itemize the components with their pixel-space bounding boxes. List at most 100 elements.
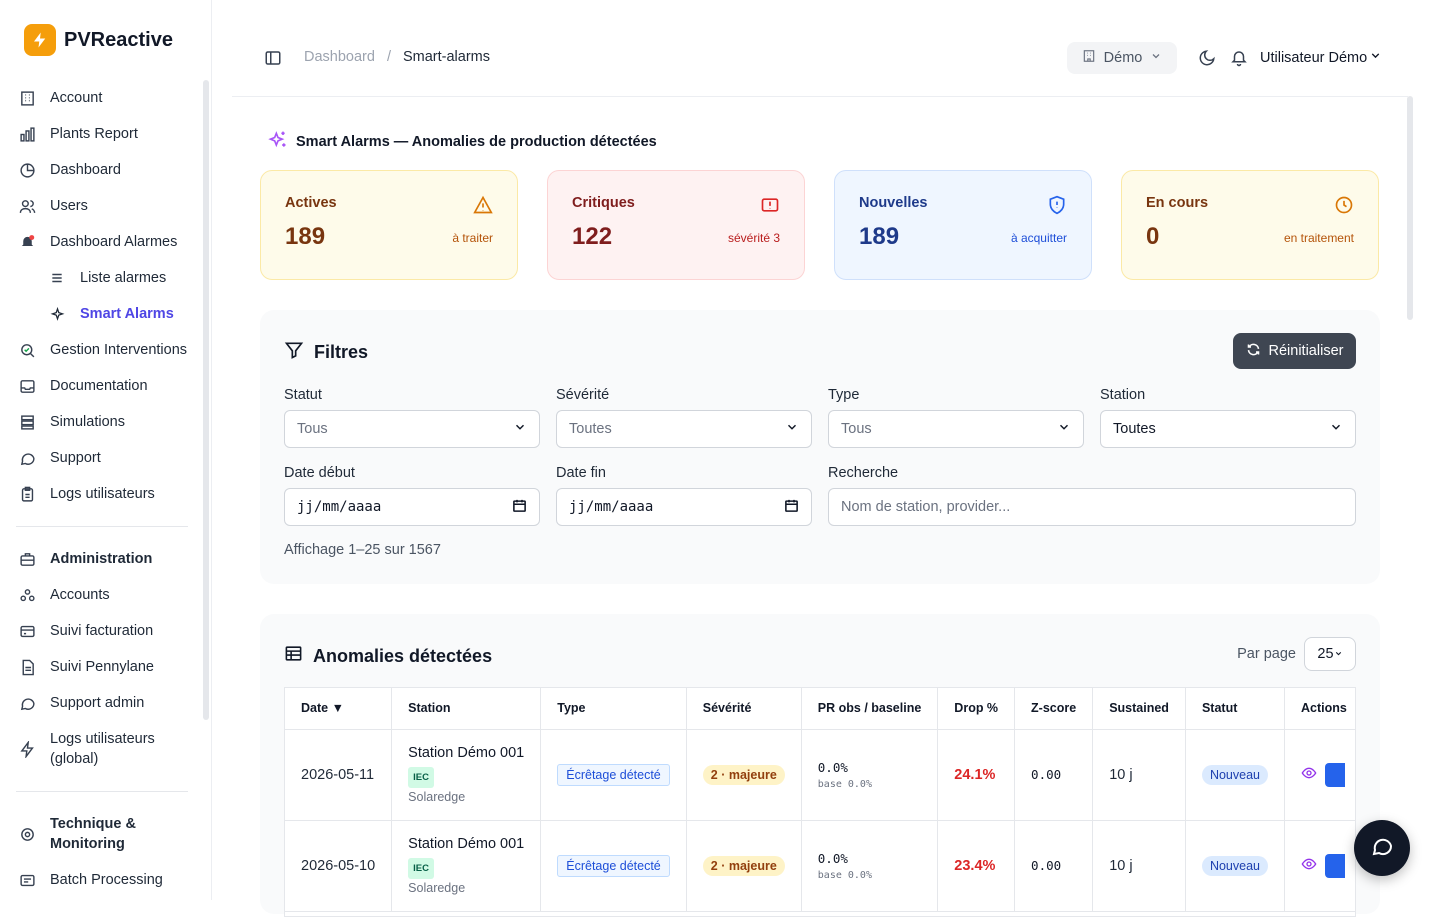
station-name[interactable]: Station Démo 001 — [408, 836, 525, 852]
acknowledge-button[interactable] — [1325, 853, 1345, 878]
breadcrumb: Dashboard / Smart-alarms — [304, 49, 490, 65]
sparkle-icon — [48, 305, 66, 323]
sidebar-item-suivi-pennylane[interactable]: Suivi Pennylane — [16, 649, 192, 685]
status-badge: Nouveau — [1201, 764, 1268, 785]
sidebar-divider — [16, 526, 188, 527]
moon-icon[interactable] — [1198, 49, 1216, 72]
col-sustained[interactable]: Sustained — [1092, 688, 1186, 730]
stat-label: Nouvelles — [859, 195, 928, 211]
severity-badge: 2 · majeure — [702, 764, 785, 785]
sidebar-item-dashboard[interactable]: Dashboard — [16, 152, 192, 188]
per-page-select[interactable]: 25 — [1304, 637, 1356, 671]
sidebar-item-administration[interactable]: Administration — [16, 541, 192, 577]
sidebar-item-technique-monitoring[interactable]: Technique & Monitoring — [16, 806, 192, 862]
col-severite[interactable]: Sévérité — [686, 688, 802, 730]
activity-icon — [18, 740, 36, 758]
calendar-icon[interactable] — [512, 498, 527, 517]
col-zscore[interactable]: Z-score — [1014, 688, 1094, 730]
station-name[interactable]: Station Démo 001 — [408, 745, 525, 761]
stat-value: 122 — [572, 223, 613, 250]
filters-title: Filtres — [284, 340, 368, 365]
stat-subtitle: à acquitter — [1010, 231, 1067, 245]
sidebar-item-liste-alarmes[interactable]: Liste alarmes — [16, 260, 192, 296]
sidebar-item-label: Administration — [50, 551, 153, 567]
severity-badge: 2 · majeure — [702, 855, 785, 876]
sidebar-item-account[interactable]: Account — [16, 80, 192, 116]
chat-widget-button[interactable] — [1354, 820, 1410, 876]
iec-badge: IEC — [408, 767, 435, 788]
user-menu[interactable]: Utilisateur Démo — [1260, 49, 1382, 66]
brand[interactable]: PVReactive — [24, 24, 173, 56]
sidebar-item-suivi-facturation[interactable]: Suivi facturation — [16, 613, 192, 649]
alert-square-icon — [760, 195, 780, 220]
sidebar-item-label: Logs utilisateurs — [50, 486, 155, 502]
anomalies-table-wrapper[interactable]: Date ▼ Station Type Sévérité PR obs / ba… — [284, 687, 1356, 917]
stat-label: En cours — [1146, 195, 1209, 211]
sidebar-item-simulations[interactable]: Simulations — [16, 404, 192, 440]
sidebar-item-accounts[interactable]: Accounts — [16, 577, 192, 613]
chevron-down-icon — [785, 420, 799, 438]
date-fin-input[interactable]: jj/mm/aaaa — [556, 488, 812, 526]
date-debut-input[interactable]: jj/mm/aaaa — [284, 488, 540, 526]
cell-date: 2026-05-11 — [285, 729, 393, 821]
sidebar-item-batch-processing[interactable]: Batch Processing — [16, 862, 192, 898]
sidebar-item-label: Batch Processing — [50, 872, 163, 888]
breadcrumb-root[interactable]: Dashboard — [304, 49, 375, 65]
provider-name: Solaredge — [408, 790, 466, 804]
sidebar-item-label: Dashboard Alarmes — [50, 234, 178, 250]
stat-card-en-cours: En cours 0 en traitement — [1121, 170, 1379, 280]
sidebar-item-smart-alarms[interactable]: Smart Alarms — [16, 296, 192, 332]
eye-icon[interactable] — [1301, 765, 1317, 785]
bar-chart-icon — [18, 125, 36, 143]
account-select-value: Démo — [1103, 50, 1143, 66]
acknowledge-button[interactable] — [1325, 762, 1345, 787]
col-statut[interactable]: Statut — [1185, 688, 1286, 730]
type-select[interactable]: Tous — [828, 410, 1084, 448]
chevron-down-icon — [1057, 420, 1071, 438]
severite-select[interactable]: Toutes — [556, 410, 812, 448]
sidebar-item-support-admin[interactable]: Support admin — [16, 685, 192, 721]
breadcrumb-current: Smart-alarms — [402, 49, 490, 65]
sidebar-item-logs-global[interactable]: Logs utilisateurs (global) — [16, 721, 192, 777]
col-station[interactable]: Station — [391, 688, 542, 730]
main-scrollbar[interactable] — [1407, 96, 1413, 320]
table-row[interactable]: 2026-05-10 Station Démo 001 IEC Solaredg… — [285, 820, 1355, 912]
statut-select[interactable]: Tous — [284, 410, 540, 448]
calendar-icon[interactable] — [784, 498, 799, 517]
col-date[interactable]: Date ▼ — [285, 688, 393, 730]
building-icon — [18, 89, 36, 107]
sidebar: PVReactive Account Plants Report Dashboa… — [0, 0, 212, 900]
user-name: Utilisateur Démo — [1260, 49, 1368, 66]
sidebar-item-users[interactable]: Users — [16, 188, 192, 224]
search-input[interactable]: Nom de station, provider... — [828, 488, 1356, 526]
sidebar-item-plants-report[interactable]: Plants Report — [16, 116, 192, 152]
sidebar-item-dashboard-alarmes[interactable]: Dashboard Alarmes — [16, 224, 192, 260]
sidebar-toggle-icon[interactable] — [264, 49, 282, 72]
eye-icon[interactable] — [1301, 856, 1317, 876]
per-page-label: Par page — [1237, 646, 1296, 662]
col-drop[interactable]: Drop % — [937, 688, 1016, 730]
bell-icon[interactable] — [1230, 48, 1248, 73]
reset-button[interactable]: Réinitialiser — [1233, 333, 1356, 369]
table-icon — [284, 644, 303, 668]
accounts-icon — [18, 586, 36, 604]
col-type[interactable]: Type — [540, 688, 687, 730]
filter-label: Recherche — [828, 465, 899, 481]
building-icon — [1082, 49, 1096, 67]
filter-label: Statut — [284, 387, 322, 403]
sidebar-item-support[interactable]: Support — [16, 440, 192, 476]
pr-observed: 0.0% — [817, 850, 848, 866]
anomalies-table: Date ▼ Station Type Sévérité PR obs / ba… — [285, 688, 1355, 912]
search-placeholder: Nom de station, provider... — [841, 499, 1011, 515]
station-select[interactable]: Toutes — [1100, 410, 1356, 448]
sidebar-item-documentation[interactable]: Documentation — [16, 368, 192, 404]
account-select[interactable]: Démo — [1067, 42, 1177, 74]
stat-label: Actives — [285, 195, 337, 211]
sidebar-item-label: Simulations — [50, 414, 125, 430]
sidebar-scrollbar[interactable] — [203, 80, 209, 720]
table-row[interactable]: 2026-05-11 Station Démo 001 IEC Solaredg… — [285, 729, 1355, 821]
col-pr[interactable]: PR obs / baseline — [801, 688, 939, 730]
sidebar-item-logs-utilisateurs[interactable]: Logs utilisateurs — [16, 476, 192, 512]
sidebar-item-gestion-interventions[interactable]: Gestion Interventions — [16, 332, 192, 368]
filter-label: Station — [1100, 387, 1146, 403]
